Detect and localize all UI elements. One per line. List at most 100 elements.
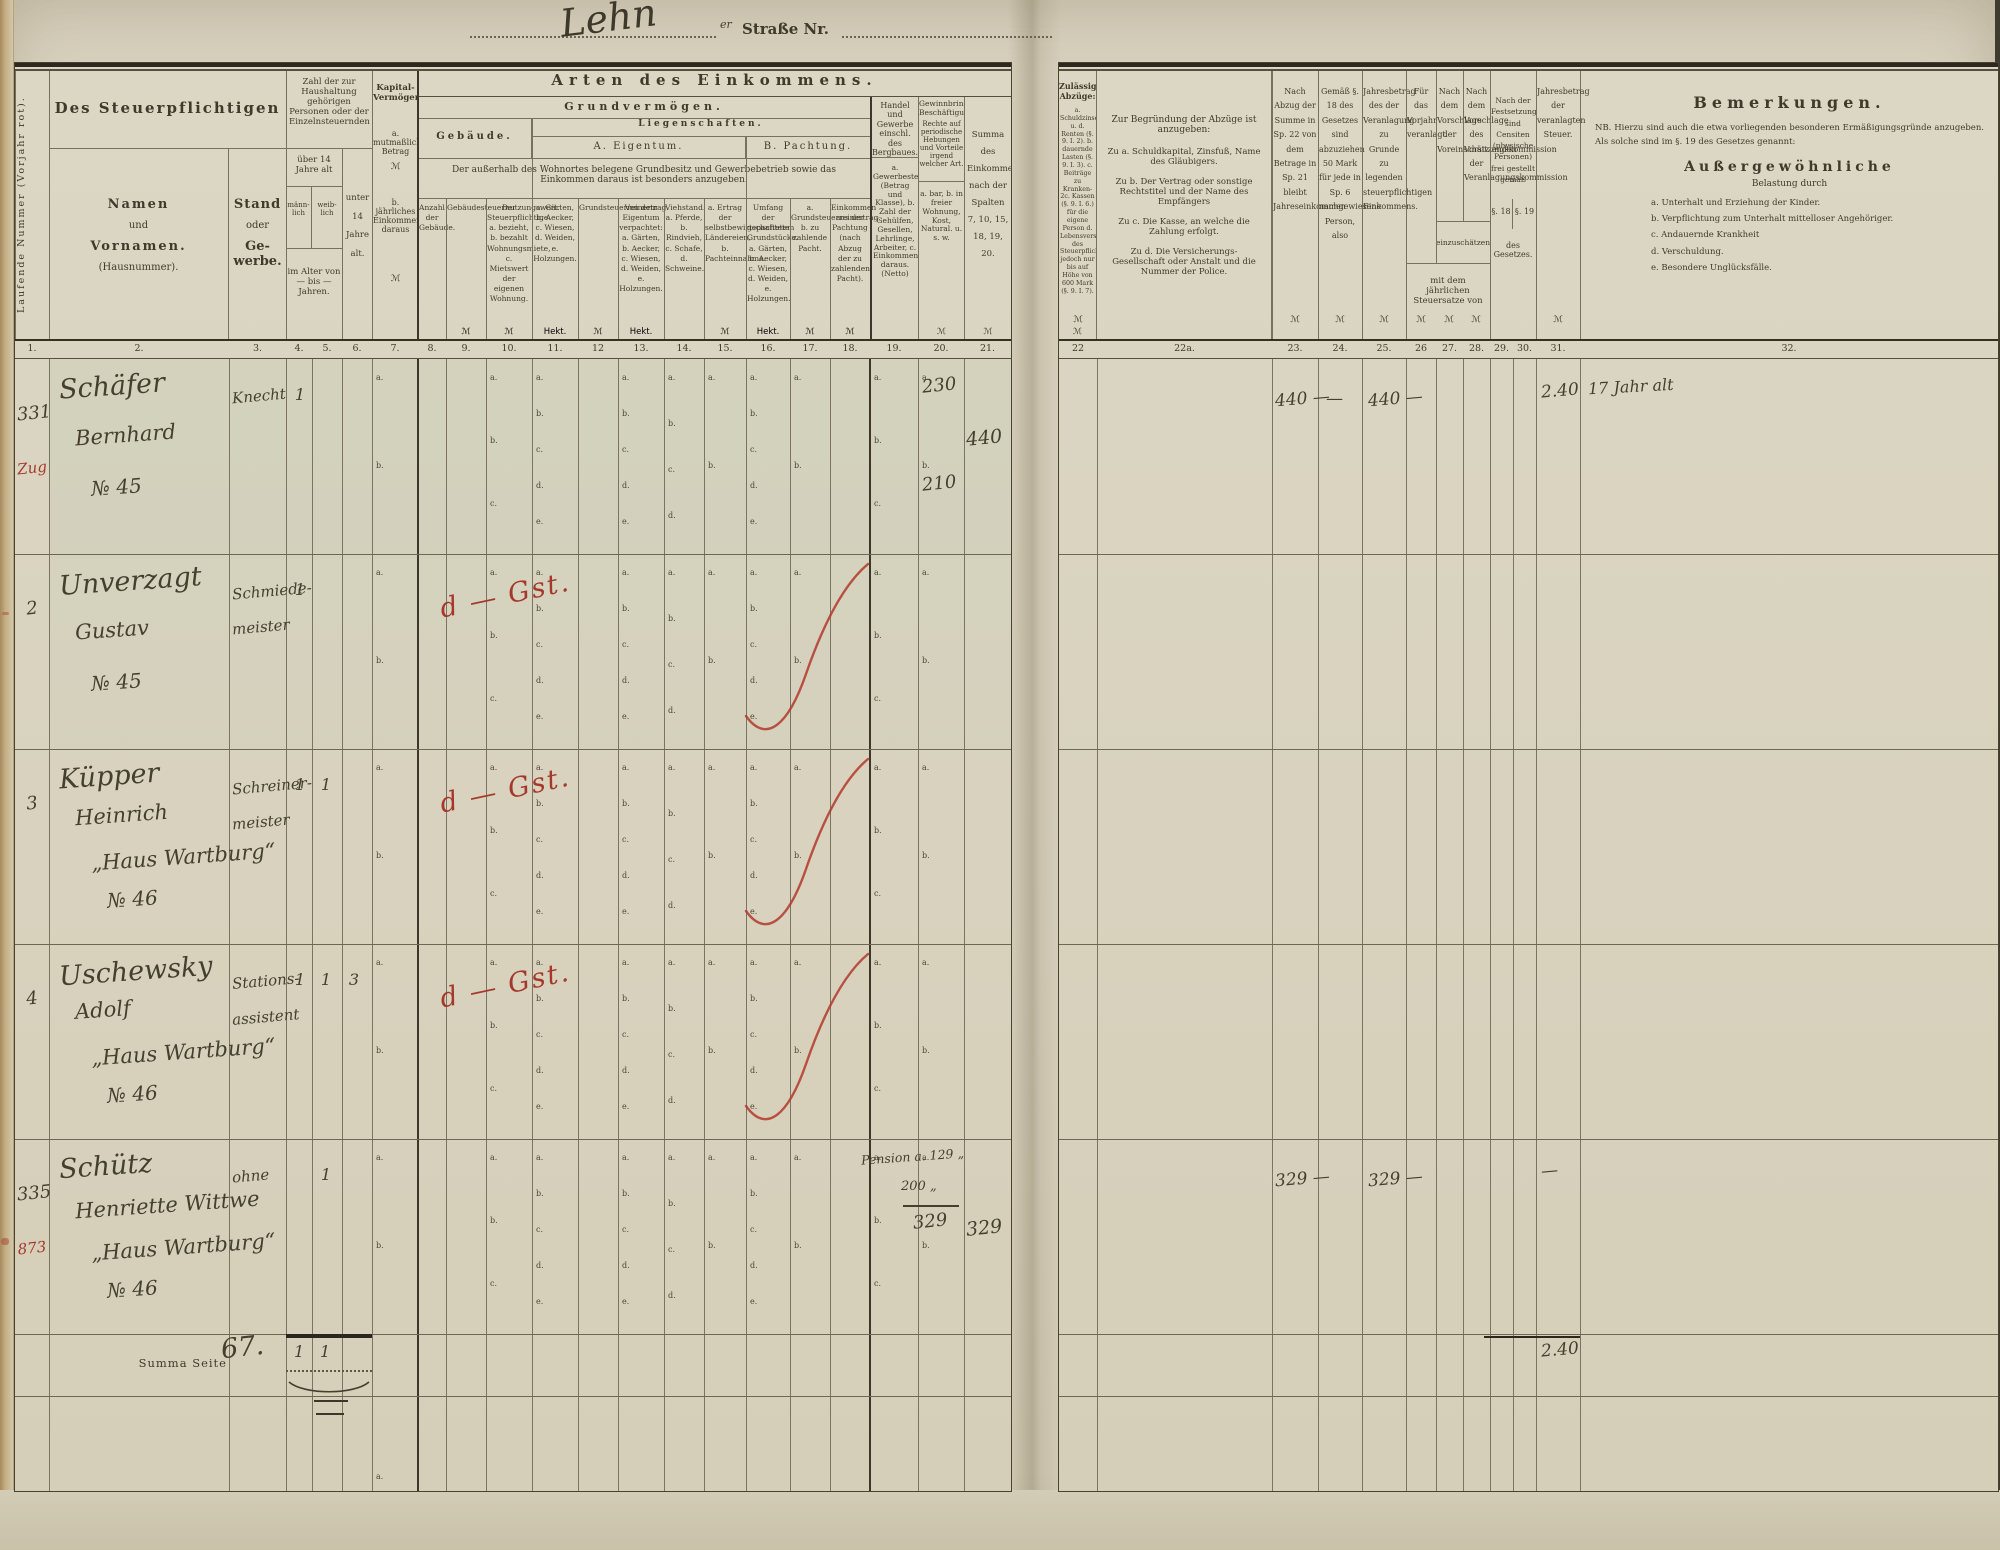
red-flourish-curve xyxy=(738,558,876,746)
cell-letter: b. xyxy=(536,799,544,808)
column-line xyxy=(1580,359,1581,1491)
header-grid-line xyxy=(1463,71,1464,221)
cell-letter: b. xyxy=(794,1046,802,1055)
street-label: Straße Nr. xyxy=(742,20,830,38)
cell-letter: a. xyxy=(708,373,716,382)
handel-body: a. Gewerbesteuer (Betrag und Klasse), b.… xyxy=(873,163,918,279)
cell-letter: a. xyxy=(708,958,716,967)
column-number: 18. xyxy=(842,343,858,354)
cell-letter: e. xyxy=(622,517,630,526)
cell-letter: c. xyxy=(490,499,498,508)
red-gst-mark: d — Gst. xyxy=(437,566,574,625)
cell-letter: c. xyxy=(668,1050,676,1059)
cell-letter: d. xyxy=(750,1261,758,1270)
column-number: 24. xyxy=(1332,343,1348,354)
summa-brace xyxy=(286,1380,372,1396)
column-number: 30. xyxy=(1516,343,1533,354)
summa-dotted-line xyxy=(286,1370,372,1372)
right-col-header-c27: Nach dem Vorschlage der Voreinschätzungs… xyxy=(1437,71,1557,219)
row-number: 331 xyxy=(15,401,53,426)
cell-letter: d. xyxy=(622,676,630,685)
column-number: 28. xyxy=(1468,343,1485,354)
unit-label: ℳ xyxy=(845,327,855,337)
cell-letter: b. xyxy=(922,1046,930,1055)
column-line xyxy=(1436,359,1437,1491)
summa-female-total: 1 xyxy=(320,1342,331,1361)
income-col-text: Umfang der gepachteten Grundstücke. a. G… xyxy=(747,203,799,304)
value-col25: 440 — xyxy=(1367,386,1424,412)
value-col23: 440 — xyxy=(1274,386,1331,412)
cell-letter: e. xyxy=(536,1102,544,1111)
right-col-text: Jahresbetrag der veranlagten Steuer. xyxy=(1537,87,1590,140)
name-line: Heinrich xyxy=(74,799,169,831)
cell-letter: e. xyxy=(750,907,758,916)
name-line: Bernhard xyxy=(74,419,177,451)
income-col-header: Gebäudesteuernutzungswert. ℳ xyxy=(447,199,560,339)
summa-label: Summa Seite xyxy=(138,1356,227,1370)
cell-letter: a. xyxy=(794,373,802,382)
cell-letter: a. xyxy=(622,373,630,382)
belastung-item: a. Unterhalt und Erziehung der Kinder. xyxy=(1651,198,1821,209)
cell-letter: a. xyxy=(536,1153,544,1162)
mark-sign: ℳ xyxy=(1444,315,1454,325)
right-page-table: Zulässige Abzüge: a. Schuldzinsen u. d. … xyxy=(1058,62,1999,1492)
name-line: № 46 xyxy=(106,1275,159,1303)
cell-letter: d. xyxy=(622,871,630,880)
cell-letter: d. xyxy=(668,706,676,715)
mark-sign: ℳ xyxy=(390,162,401,172)
column-line xyxy=(830,359,831,1491)
right-col-text: Nach dem Vorschlage der Voreinschätzungs… xyxy=(1437,87,1557,154)
name-line: Uschewsky xyxy=(58,950,214,993)
cell-letter: c. xyxy=(668,660,676,669)
cell-letter: d. xyxy=(536,481,544,490)
cell-letter: e. xyxy=(536,1297,544,1306)
cell-letter: a. xyxy=(490,373,498,382)
paragraph-19: §. 19 xyxy=(1514,207,1535,216)
row-separator xyxy=(1059,944,1998,945)
household-group-header: Zahl der zur Haushaltung gehörigen Perso… xyxy=(286,71,372,149)
cell-letter: a. xyxy=(874,373,882,382)
festsetzung-text: Nach der Festsetzung sind Censiten (phys… xyxy=(1491,96,1536,184)
income-col-header: Von dem Eigentum verpachtet: a. Gärten, … xyxy=(619,199,663,339)
name-line: Henriette Wittwe xyxy=(74,1186,261,1224)
street-line: Lehn er Straße Nr. xyxy=(0,0,2000,58)
begruendung-p3: Zu c. Die Kasse, an welche die Zahlung e… xyxy=(1118,217,1250,237)
row-separator xyxy=(15,749,1011,750)
cell-letter: a. xyxy=(490,958,498,967)
column-line xyxy=(1362,359,1363,1491)
mark-sign: ℳ xyxy=(1553,315,1563,325)
name-line: Adolf xyxy=(74,996,132,1024)
column-number: 5. xyxy=(322,343,332,354)
column-number: 3. xyxy=(252,343,263,354)
column-line xyxy=(1318,359,1319,1491)
right-col-header-c24: Gemäß §. 18 des Gesetzes sind abzuziehen… xyxy=(1319,71,1381,339)
red-flourish-curve xyxy=(738,948,876,1136)
begruendung-p1: Zu a. Schuldkapital, Zinsfuß, Name des G… xyxy=(1107,147,1261,167)
column-number: 22a. xyxy=(1174,343,1195,354)
cell-letter: b. xyxy=(490,631,498,640)
persons-male: 1 xyxy=(294,385,306,404)
header-grid-line xyxy=(578,199,579,339)
table-row: a. b. a. b. c. a. b. c. d. e. a. b. c. d. e. a. b. c. d. a.… xyxy=(15,944,1011,1139)
right-col-text: Jahresbetrag des der Veranlagung zu Grun… xyxy=(1363,87,1433,212)
cell-letter: a. xyxy=(922,568,930,577)
cell-letter: b. xyxy=(536,604,544,613)
top-rule-heavy xyxy=(15,63,1011,67)
cell-letter: a. xyxy=(750,763,758,772)
column-number: 4. xyxy=(294,343,304,354)
name-line: „Haus Wartburg“ xyxy=(90,838,277,876)
income-col-text: Grundsteuerreinertrag. xyxy=(579,203,669,212)
column-number: 26 xyxy=(1414,343,1428,354)
cell-letter: c. xyxy=(490,889,498,898)
column-number-strip xyxy=(15,339,1011,359)
persons-male: 1 xyxy=(294,580,306,599)
cell-letter: b. xyxy=(750,604,758,613)
cell-letter: c. xyxy=(668,465,676,474)
cell-letter: c. xyxy=(490,1279,498,1288)
handel-title: Handel und Gewerbe einschl. des Bergbaue… xyxy=(872,97,918,158)
name-line: № 45 xyxy=(90,668,143,696)
persons-male: 1 xyxy=(294,775,306,794)
cell-letter: a. xyxy=(668,1153,676,1162)
festsetzung-header: Nach der Festsetzung sind Censiten (phys… xyxy=(1490,71,1536,339)
street-name-handwritten: Lehn xyxy=(557,0,659,46)
